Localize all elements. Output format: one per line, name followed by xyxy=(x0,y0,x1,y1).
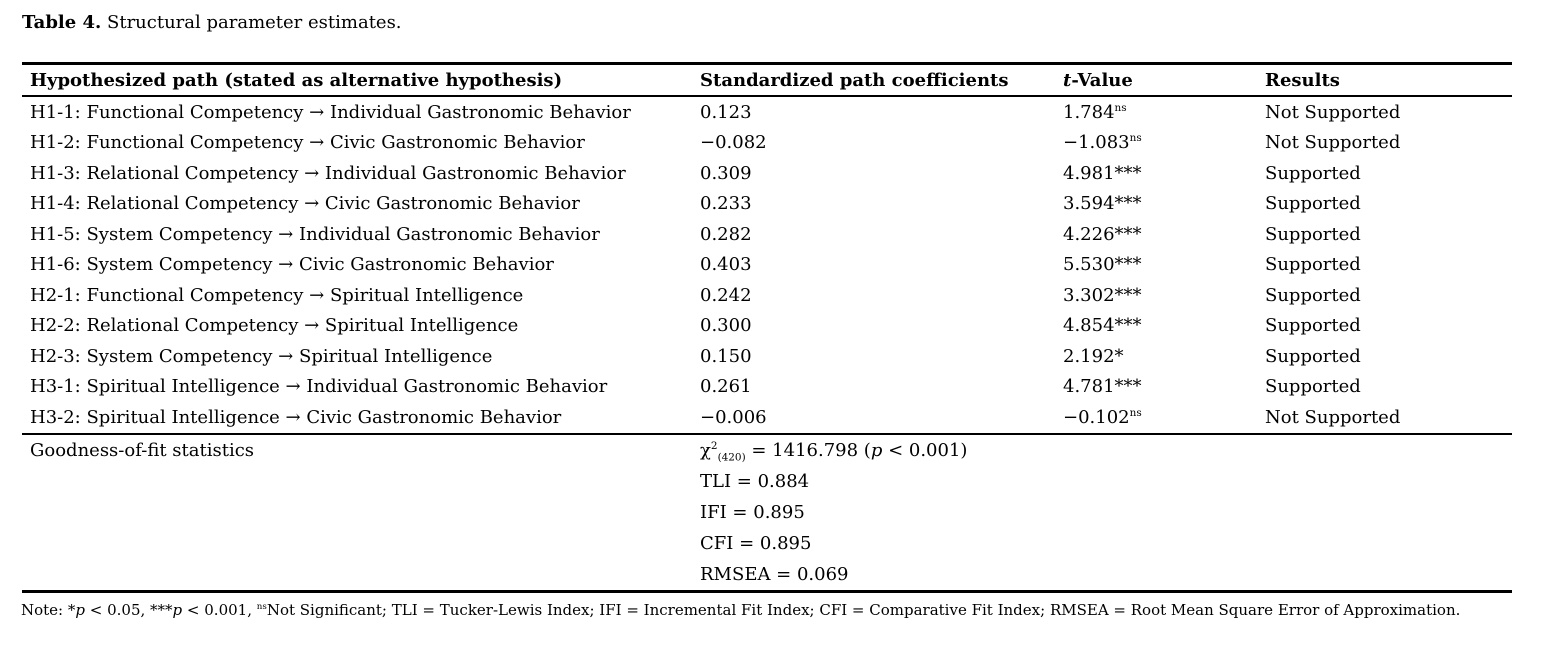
cell-result: Supported xyxy=(1265,193,1361,215)
table-row: H3-2: Spiritual Intelligence → Civic Gas… xyxy=(22,402,1512,433)
cell-hypothesized-path: H2-3: System Competency → Spiritual Inte… xyxy=(30,345,493,367)
table-footnote: Note: *p < 0.05, ***p < 0.001, nsNot Sig… xyxy=(21,601,1461,619)
table-row: H1-6: System Competency → Civic Gastrono… xyxy=(22,250,1512,281)
cell-result: Not Supported xyxy=(1265,406,1401,428)
header-t-value: t-Value xyxy=(1063,69,1133,91)
table-row: H3-1: Spiritual Intelligence → Individua… xyxy=(22,372,1512,403)
header-results: Results xyxy=(1265,69,1340,91)
cell-result: Supported xyxy=(1265,254,1361,276)
fit-statistic: CFI = 0.895 xyxy=(700,533,812,555)
cell-hypothesized-path: H1-2: Functional Competency → Civic Gast… xyxy=(30,132,585,154)
cell-result: Not Supported xyxy=(1265,101,1401,123)
cell-t-value: 2.192* xyxy=(1063,345,1124,367)
cell-coefficient: 0.123 xyxy=(700,101,752,123)
table-body: H1-1: Functional Competency → Individual… xyxy=(22,97,1512,433)
cell-t-value: 3.302*** xyxy=(1063,284,1142,306)
cell-coefficient: 0.282 xyxy=(700,223,752,245)
cell-result: Supported xyxy=(1265,223,1361,245)
cell-t-value: −1.083ns xyxy=(1063,132,1142,154)
cell-coefficient: 0.150 xyxy=(700,345,752,367)
cell-hypothesized-path: H1-1: Functional Competency → Individual… xyxy=(30,101,631,123)
cell-coefficient: −0.006 xyxy=(700,406,767,428)
cell-hypothesized-path: H1-4: Relational Competency → Civic Gast… xyxy=(30,193,580,215)
cell-result: Supported xyxy=(1265,345,1361,367)
goodness-of-fit-row: IFI = 0.895 xyxy=(22,497,1512,528)
goodness-of-fit-row: Goodness-of-fit statistics χ2(420) = 1416… xyxy=(22,435,1512,466)
table-row: H1-4: Relational Competency → Civic Gast… xyxy=(22,189,1512,220)
table-row: H1-2: Functional Competency → Civic Gast… xyxy=(22,128,1512,159)
fit-statistic: TLI = 0.884 xyxy=(700,470,810,492)
significance-superscript: ns xyxy=(1114,101,1127,114)
cell-coefficient: 0.403 xyxy=(700,254,752,276)
goodness-of-fit-section: Goodness-of-fit statistics χ2(420) = 1416… xyxy=(22,432,1512,594)
fit-statistic: IFI = 0.895 xyxy=(700,501,805,523)
table-row: H1-5: System Competency → Individual Gas… xyxy=(22,219,1512,250)
significance-superscript: ns xyxy=(1129,406,1142,419)
cell-hypothesized-path: H2-1: Functional Competency → Spiritual … xyxy=(30,284,524,306)
goodness-of-fit-row: CFI = 0.895 xyxy=(22,528,1512,559)
cell-result: Supported xyxy=(1265,376,1361,398)
goodness-of-fit-row: TLI = 0.884 xyxy=(22,466,1512,497)
cell-t-value: 4.781*** xyxy=(1063,376,1142,398)
cell-t-value: 4.981*** xyxy=(1063,162,1142,184)
cell-hypothesized-path: H1-6: System Competency → Civic Gastrono… xyxy=(30,254,554,276)
cell-coefficient: −0.082 xyxy=(700,132,767,154)
cell-coefficient: 0.233 xyxy=(700,193,752,215)
parameter-estimates-table: Hypothesized path (stated as alternative… xyxy=(22,62,1512,594)
table-header-row: Hypothesized path (stated as alternative… xyxy=(22,62,1512,97)
cell-t-value: 3.594*** xyxy=(1063,193,1142,215)
cell-result: Supported xyxy=(1265,284,1361,306)
cell-coefficient: 0.309 xyxy=(700,162,752,184)
cell-coefficient: 0.261 xyxy=(700,376,752,398)
cell-t-value: 5.530*** xyxy=(1063,254,1142,276)
cell-t-value: −0.102ns xyxy=(1063,406,1142,428)
cell-hypothesized-path: H1-3: Relational Competency → Individual… xyxy=(30,162,626,184)
cell-t-value: 4.854*** xyxy=(1063,315,1142,337)
goodness-of-fit-label: Goodness-of-fit statistics xyxy=(30,439,255,461)
header-hypothesized-path: Hypothesized path (stated as alternative… xyxy=(30,69,563,91)
goodness-of-fit-row: RMSEA = 0.069 xyxy=(22,559,1512,590)
header-standardized-coefficients: Standardized path coefficients xyxy=(700,69,1009,91)
table-row: H2-1: Functional Competency → Spiritual … xyxy=(22,280,1512,311)
cell-result: Not Supported xyxy=(1265,132,1401,154)
cell-hypothesized-path: H3-2: Spiritual Intelligence → Civic Gas… xyxy=(30,406,562,428)
cell-coefficient: 0.242 xyxy=(700,284,752,306)
cell-hypothesized-path: H1-5: System Competency → Individual Gas… xyxy=(30,223,600,245)
table-row: H1-1: Functional Competency → Individual… xyxy=(22,97,1512,128)
significance-superscript: ns xyxy=(1129,132,1142,145)
cell-hypothesized-path: H3-1: Spiritual Intelligence → Individua… xyxy=(30,376,608,398)
table-title-number: Table 4. xyxy=(22,12,102,33)
table-row: H2-2: Relational Competency → Spiritual … xyxy=(22,311,1512,342)
table-title: Table 4. Structural parameter estimates. xyxy=(22,11,402,34)
chi-square-statistic: χ2(420) = 1416.798 (p < 0.001) xyxy=(700,439,968,464)
cell-t-value: 4.226*** xyxy=(1063,223,1142,245)
table-row: H2-3: System Competency → Spiritual Inte… xyxy=(22,341,1512,372)
fit-statistic: RMSEA = 0.069 xyxy=(700,564,849,586)
cell-coefficient: 0.300 xyxy=(700,315,752,337)
cell-result: Supported xyxy=(1265,162,1361,184)
table-title-text: Structural parameter estimates. xyxy=(101,12,402,33)
cell-t-value: 1.784ns xyxy=(1063,101,1127,123)
cell-result: Supported xyxy=(1265,315,1361,337)
table-row: H1-3: Relational Competency → Individual… xyxy=(22,158,1512,189)
cell-hypothesized-path: H2-2: Relational Competency → Spiritual … xyxy=(30,315,519,337)
